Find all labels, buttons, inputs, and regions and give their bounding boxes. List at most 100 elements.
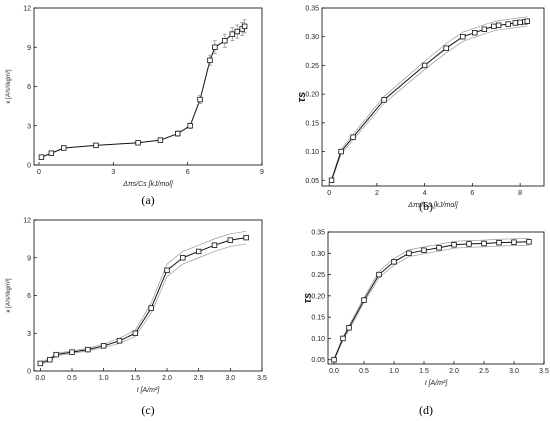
data-point	[496, 239, 502, 246]
data-point	[243, 234, 249, 241]
data-point	[38, 154, 45, 160]
x-tick-label: 0.5	[67, 375, 77, 382]
y-tick-label: 0.20	[311, 293, 325, 300]
data-point	[212, 44, 218, 50]
data-point	[436, 245, 442, 251]
x-axis-label: Δπs/Cs [kJ/mol]	[407, 202, 458, 209]
x-tick-label: 2.5	[194, 375, 204, 382]
data-point	[421, 247, 427, 254]
upper-bound-line	[331, 16, 528, 180]
lower-bound-line	[331, 25, 528, 182]
data-point	[195, 248, 202, 255]
data-point	[350, 134, 356, 140]
data-point	[241, 23, 248, 30]
data-point	[85, 346, 91, 353]
x-tick-label: 3	[111, 169, 115, 176]
data-point	[391, 259, 397, 265]
y-tick-label: 0.05	[311, 357, 325, 364]
y-tick-label: 0.15	[305, 120, 319, 127]
data-point	[511, 239, 517, 245]
x-tick-label: 3.0	[225, 375, 235, 382]
x-tick-label: 1.0	[99, 375, 109, 382]
data-point	[491, 23, 497, 30]
x-axis-label: I [A/m²]	[425, 380, 449, 387]
data-point	[421, 62, 428, 69]
x-tick-label: 2.0	[162, 375, 172, 382]
data-point	[48, 150, 55, 156]
panel-a: 0 3 6 9 0 3 6 9 12 Δπs/Cs [kJ/mol] κ [A²s³/kgm³] (a…	[6, 6, 264, 208]
data-point	[346, 325, 352, 331]
y-tick-label: 0.25	[311, 272, 325, 279]
data-point	[100, 343, 107, 349]
data-point	[164, 267, 170, 274]
y-tick-label: 0.15	[311, 315, 325, 322]
upper-bound-line	[333, 238, 530, 360]
data-point	[340, 335, 346, 342]
data-point	[481, 240, 487, 247]
y-tick-label: 12	[23, 218, 31, 225]
x-tick-label: 0.0	[35, 375, 45, 382]
data-point	[466, 241, 472, 247]
data-point	[180, 255, 186, 261]
data-point	[517, 19, 523, 26]
y-tick-label: 0	[27, 163, 31, 170]
y-tick-label: 0.05	[305, 178, 319, 185]
data-point	[338, 148, 344, 155]
y-tick-label: 9	[27, 45, 31, 52]
y-axis-label: κ [A²s³/kgm³]	[6, 69, 12, 103]
y-tick-label: 0.10	[305, 149, 319, 156]
x-tick-label: 0	[327, 190, 331, 197]
y-tick-label: 3	[27, 123, 31, 130]
data-point	[234, 28, 240, 35]
data-point	[495, 22, 502, 28]
lower-bound-line	[333, 244, 530, 361]
x-tick-label: 1.5	[130, 375, 140, 382]
series-line	[40, 237, 247, 364]
x-tick-label: 0.5	[359, 368, 369, 375]
data-point	[148, 305, 154, 311]
data-point	[227, 237, 234, 243]
x-axis-label: I [A/m²]	[137, 387, 161, 394]
data-point	[157, 137, 164, 143]
y-tick-label: 0.30	[305, 34, 319, 41]
panel-label: (d)	[419, 403, 433, 417]
data-point	[61, 145, 67, 151]
y-axis-label: τs	[296, 92, 308, 103]
plot-frame	[327, 231, 545, 365]
y-tick-label: 0.35	[305, 6, 319, 13]
data-point	[197, 96, 203, 103]
panel-label: (c)	[141, 403, 154, 417]
data-point	[472, 29, 478, 36]
x-tick-label: 2.0	[449, 368, 459, 375]
x-tick-label: 3.5	[539, 368, 549, 375]
x-tick-label: 6	[186, 169, 190, 176]
upper-bound-line	[40, 230, 247, 363]
y-tick-label: 0	[27, 369, 31, 376]
data-point	[116, 338, 123, 344]
y-tick-label: 0.20	[305, 92, 319, 99]
panel-c: 0.0 0.5 1.0 1.5 2.0 2.5 3.0 3.5 0 3 6 9 12 I [A/m²] κ …	[6, 218, 267, 418]
data-point	[328, 177, 335, 183]
data-point	[406, 250, 412, 256]
x-tick-label: 3.0	[509, 368, 519, 375]
y-tick-label: 6	[27, 293, 31, 300]
data-point	[361, 297, 367, 303]
data-point	[229, 31, 235, 37]
series-line	[331, 20, 528, 181]
x-tick-label: 0	[37, 169, 41, 176]
x-tick-label: 1.0	[389, 368, 399, 375]
y-tick-label: 0.30	[311, 251, 325, 258]
panel-label: (a)	[141, 193, 154, 207]
lower-bound-line	[40, 243, 247, 366]
data-point	[187, 123, 193, 129]
x-tick-label: 1.5	[419, 368, 429, 375]
data-point	[331, 357, 337, 363]
data-point	[512, 20, 519, 26]
y-tick-label: 3	[27, 331, 31, 338]
data-point	[460, 34, 466, 40]
data-point	[211, 242, 218, 248]
data-point	[222, 38, 228, 44]
data-point	[207, 57, 213, 64]
data-point	[505, 21, 511, 27]
